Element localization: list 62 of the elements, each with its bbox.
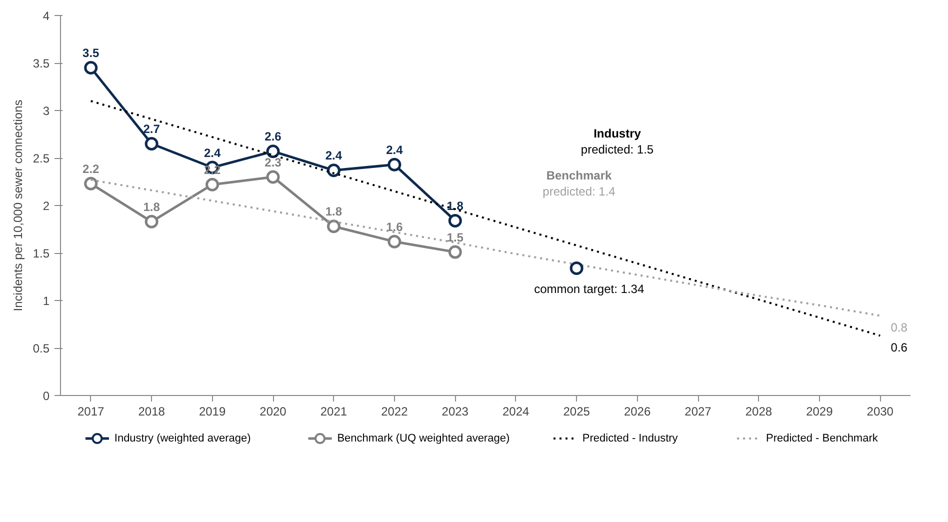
annotation: predicted: 1.4 xyxy=(542,184,616,198)
x-tick-label: 2021 xyxy=(320,404,348,418)
data-label: 2.4 xyxy=(386,142,404,157)
point xyxy=(266,144,280,158)
point xyxy=(570,261,584,275)
point xyxy=(84,176,98,190)
data-label: common target: 1.34 xyxy=(534,282,644,296)
y-tick-label: 1 xyxy=(42,294,50,308)
point xyxy=(448,214,462,228)
data-label: 2.3 xyxy=(264,155,282,170)
data-label: 2.7 xyxy=(143,122,160,136)
point xyxy=(144,214,158,228)
annotation: Industry xyxy=(594,126,642,140)
x-tick-label: 2025 xyxy=(563,404,590,418)
annotation: predicted: 1.5 xyxy=(580,142,654,156)
point xyxy=(388,234,402,248)
x-tick-label: 2028 xyxy=(745,404,772,418)
legend-label: Predicted - Benchmark xyxy=(766,432,878,444)
x-tick-label: 2024 xyxy=(502,404,530,418)
x-tick-label: 2022 xyxy=(381,404,408,418)
y-tick-label: 0 xyxy=(42,389,50,403)
x-tick-label: 2026 xyxy=(624,404,651,418)
y-tick-label: 2 xyxy=(42,199,50,213)
data-label: 0.8 xyxy=(890,320,908,335)
data-label: 2.6 xyxy=(264,130,282,144)
point xyxy=(144,137,158,150)
data-label: 2.4 xyxy=(204,146,221,160)
point xyxy=(266,170,280,184)
point xyxy=(448,245,462,259)
y-tick-label: 4 xyxy=(42,9,50,23)
data-label: 1.8 xyxy=(143,200,160,214)
data-label: 1.8 xyxy=(446,199,464,213)
y-tick-label: 1.5 xyxy=(32,246,50,260)
point xyxy=(326,220,340,234)
x-tick-label: 2030 xyxy=(866,404,894,418)
data-label: 0.6 xyxy=(890,340,908,355)
point xyxy=(206,178,220,192)
data-label: 1.6 xyxy=(386,220,404,234)
point xyxy=(84,61,98,74)
data-label: 2.2 xyxy=(82,162,100,176)
y-tick-label: 3 xyxy=(42,104,50,118)
data-label: 2.4 xyxy=(325,148,342,163)
x-tick-label: 2020 xyxy=(260,404,287,418)
data-label: 1.5 xyxy=(446,230,464,244)
data-label: 3.5 xyxy=(82,46,100,60)
point xyxy=(326,164,340,178)
point xyxy=(388,158,402,172)
legend-label: Predicted - Industry xyxy=(582,432,678,444)
annotation: Benchmark xyxy=(546,168,612,182)
x-tick-label: 2023 xyxy=(442,404,469,418)
y-tick-label: 0.5 xyxy=(32,342,50,356)
x-tick-label: 2018 xyxy=(138,404,166,418)
x-tick-label: 2029 xyxy=(806,404,834,418)
x-tick-label: 2027 xyxy=(684,404,712,418)
data-label: 1.8 xyxy=(325,204,342,219)
y-axis-title: Incidents per 10,000 sewer connections xyxy=(10,100,25,312)
y-tick-label: 2.5 xyxy=(32,152,50,166)
x-tick-label: 2019 xyxy=(198,404,226,418)
y-tick-label: 3.5 xyxy=(32,56,50,70)
x-tick-label: 2017 xyxy=(78,404,105,418)
legend-label: Benchmark (UQ weighted average) xyxy=(337,432,510,444)
legend-label: Industry (weighted average) xyxy=(114,432,251,444)
